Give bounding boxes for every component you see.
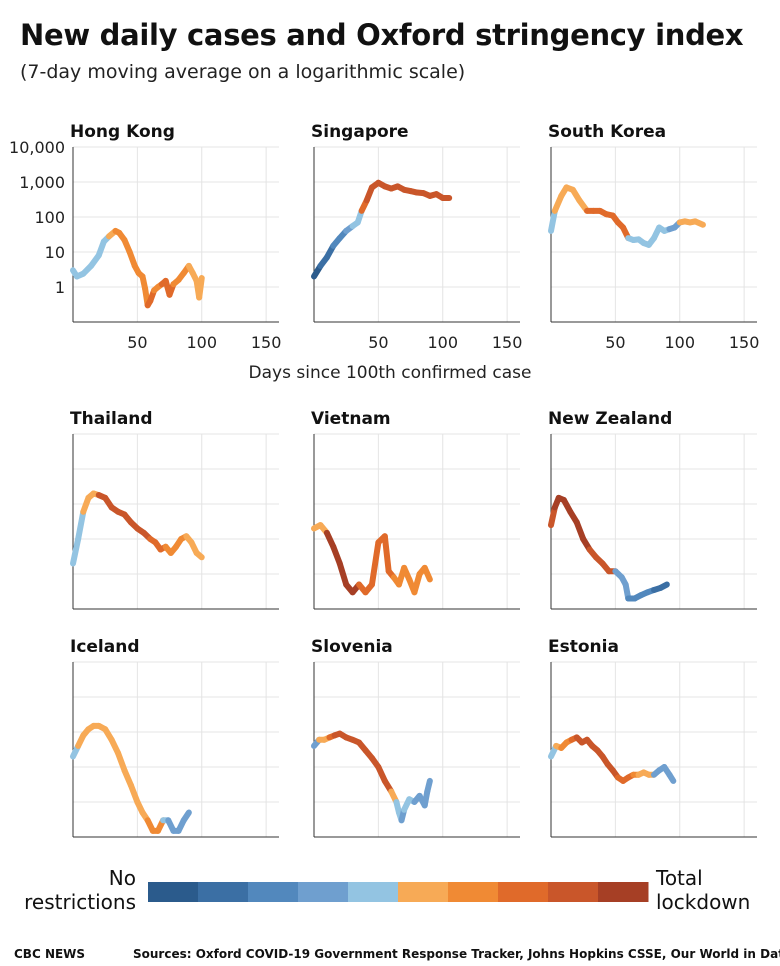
- sources-credit: Sources: Oxford COVID-19 Government Resp…: [133, 947, 780, 961]
- panel-title-new-zealand: New Zealand: [548, 409, 672, 429]
- series-segment-slovenia: [424, 777, 433, 795]
- x-tick-label: 100: [664, 333, 695, 352]
- series-segment-vietnam: [336, 560, 350, 588]
- series-segment-iceland: [115, 750, 128, 774]
- panel-title-south-korea: South Korea: [548, 122, 666, 142]
- chart-title: New daily cases and Oxford stringency in…: [20, 18, 744, 52]
- series-segment-vietnam: [421, 564, 433, 583]
- legend-high-label-line2: lockdown: [656, 890, 750, 914]
- x-tick-label: 150: [492, 333, 523, 352]
- panel-title-slovenia: Slovenia: [311, 637, 393, 657]
- legend-low-label-line2: restrictions: [24, 890, 136, 914]
- series-segment-vietnam: [368, 539, 382, 588]
- x-tick-label: 50: [605, 333, 625, 352]
- panel-title-vietnam: Vietnam: [311, 409, 391, 429]
- panel-title-estonia: Estonia: [548, 637, 619, 657]
- series-segment-hong-kong: [196, 275, 205, 301]
- x-axis-label: Days since 100th confirmed case: [249, 363, 532, 383]
- y-tick-label: 1: [55, 278, 65, 297]
- x-tick-label: 100: [427, 333, 458, 352]
- chart-subtitle: (7-day moving average on a logarithmic s…: [20, 61, 466, 83]
- x-tick-label: 150: [729, 333, 760, 352]
- panel-title-thailand: Thailand: [70, 409, 153, 429]
- legend-swatch: [498, 882, 549, 902]
- y-tick-label: 10: [45, 243, 65, 262]
- series-segment-vietnam: [411, 571, 423, 596]
- panel-title-singapore: Singapore: [311, 122, 409, 142]
- series-segment-south-korea: [548, 207, 558, 234]
- legend-swatch: [298, 882, 349, 902]
- x-tick-label: 150: [251, 333, 282, 352]
- series-segment-thailand: [193, 549, 205, 561]
- series-segment-estonia: [666, 771, 677, 784]
- credit-cbc-news: CBC NEWS: [14, 947, 86, 961]
- legend-swatch: [548, 882, 599, 902]
- series-segment-new-zealand: [657, 581, 670, 591]
- series-segment-thailand: [75, 508, 87, 542]
- series-segment-south-korea: [692, 218, 706, 228]
- legend-high-label-line1: Total: [655, 866, 703, 890]
- panel-title-hong-kong: Hong Kong: [70, 122, 175, 142]
- legend-swatch: [198, 882, 249, 902]
- series-segment-vietnam: [381, 533, 392, 575]
- x-tick-label: 50: [127, 333, 147, 352]
- panel-title-iceland: Iceland: [70, 637, 140, 657]
- legend-swatch: [448, 882, 499, 902]
- series-segment-thailand: [70, 536, 82, 567]
- x-tick-label: 50: [368, 333, 388, 352]
- y-tick-label: 100: [34, 208, 65, 227]
- legend-swatch: [398, 882, 449, 902]
- y-tick-label: 1,000: [19, 173, 65, 192]
- legend-low-label-line1: No: [109, 866, 136, 890]
- series-segment-new-zealand: [548, 504, 558, 529]
- legend-swatch: [248, 882, 299, 902]
- legend-swatch: [598, 882, 649, 902]
- y-tick-label: 10,000: [9, 138, 65, 157]
- x-tick-label: 100: [186, 333, 217, 352]
- legend-swatch: [148, 882, 199, 902]
- legend-swatch: [348, 882, 399, 902]
- series-segment-iceland: [180, 809, 192, 824]
